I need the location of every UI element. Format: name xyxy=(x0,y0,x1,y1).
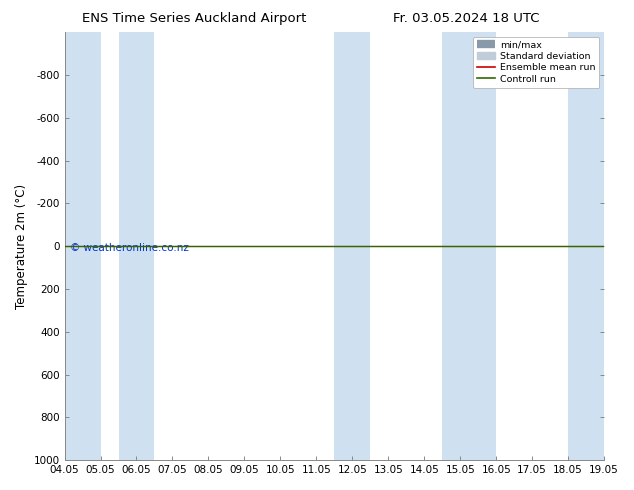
Text: © weatheronline.co.nz: © weatheronline.co.nz xyxy=(70,243,189,253)
Bar xyxy=(443,32,496,460)
Bar xyxy=(568,32,604,460)
Bar xyxy=(119,32,155,460)
Text: Fr. 03.05.2024 18 UTC: Fr. 03.05.2024 18 UTC xyxy=(393,12,540,25)
Bar xyxy=(65,32,101,460)
Bar xyxy=(334,32,370,460)
Text: ENS Time Series Auckland Airport: ENS Time Series Auckland Airport xyxy=(82,12,307,25)
Legend: min/max, Standard deviation, Ensemble mean run, Controll run: min/max, Standard deviation, Ensemble me… xyxy=(473,37,599,88)
Y-axis label: Temperature 2m (°C): Temperature 2m (°C) xyxy=(15,184,28,309)
